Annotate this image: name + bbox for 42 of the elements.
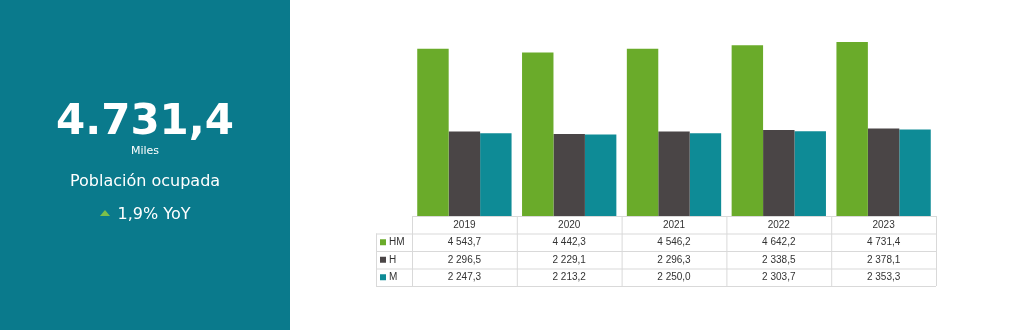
data-label: 2 378,1 <box>866 253 901 265</box>
bar <box>836 41 868 216</box>
data-label: 4 642,2 <box>762 236 796 247</box>
data-label: 4 543,7 <box>447 236 482 247</box>
legend-label: HM <box>389 236 405 247</box>
bar <box>689 133 722 216</box>
x-tick-label: 2021 <box>662 218 686 230</box>
bar <box>794 131 826 216</box>
text: Población ocupada <box>69 170 221 190</box>
bar <box>626 48 659 216</box>
bar <box>417 48 449 216</box>
data-label: 2 338,5 <box>762 253 796 265</box>
data-label: 4 442,3 <box>552 236 587 247</box>
data-label: 2 303,7 <box>762 271 796 282</box>
data-label: 2 353,3 <box>866 271 901 282</box>
bar <box>867 128 900 216</box>
bar <box>448 131 481 216</box>
data-label: 4 731,4 <box>866 236 901 247</box>
data-label: 4 546,2 <box>657 236 692 247</box>
bar <box>899 129 931 216</box>
legend-label: M <box>389 271 398 282</box>
data-label: 2 247,3 <box>447 271 482 282</box>
text: 4.731,4 <box>55 94 235 144</box>
x-tick-label: 2020 <box>558 218 581 230</box>
x-tick-label: 2022 <box>767 218 791 230</box>
x-tick-label: 2023 <box>872 218 896 230</box>
legend-label: H <box>389 253 397 265</box>
bar <box>553 133 585 216</box>
text: 1,9% YoY <box>117 203 191 223</box>
bar <box>522 52 554 216</box>
data-label: 2 213,2 <box>552 271 587 282</box>
bar <box>763 129 795 216</box>
data-label: 2 229,1 <box>552 253 587 265</box>
bar <box>658 131 690 216</box>
text: Miles <box>130 143 160 157</box>
bar <box>480 133 512 216</box>
bar <box>731 45 764 216</box>
data-label: 2 296,3 <box>657 253 692 265</box>
data-label: 2 250,0 <box>657 271 692 282</box>
bar <box>584 134 617 216</box>
data-label: 2 296,5 <box>447 253 482 265</box>
x-tick-label: 2019 <box>453 218 476 230</box>
